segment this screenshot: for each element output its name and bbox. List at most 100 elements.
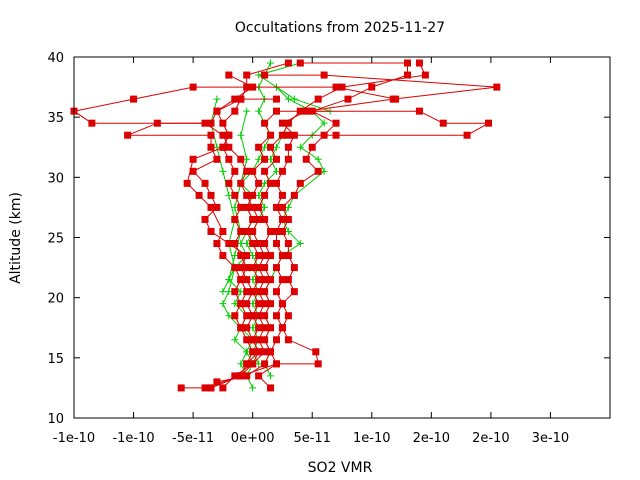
data-point — [219, 288, 227, 296]
data-point — [231, 167, 239, 175]
data-point — [243, 360, 251, 368]
data-point — [261, 143, 269, 151]
data-point — [272, 95, 280, 103]
data-point — [284, 227, 292, 235]
data-point — [243, 312, 251, 320]
data-point — [290, 288, 298, 296]
data-point — [272, 167, 280, 175]
data-point — [243, 252, 251, 260]
data-point — [463, 131, 471, 139]
data-point — [261, 191, 269, 199]
data-point — [243, 203, 251, 211]
data-point — [243, 107, 251, 115]
data-point — [284, 131, 292, 139]
x-tick-label: -1e-10 — [112, 431, 154, 446]
data-point — [243, 155, 251, 163]
data-point — [255, 143, 263, 151]
data-point — [237, 240, 245, 248]
data-point — [243, 240, 251, 248]
data-point — [278, 276, 286, 284]
data-point — [207, 143, 215, 151]
data-point — [231, 252, 239, 260]
data-point — [219, 143, 227, 151]
data-point — [255, 240, 263, 248]
data-point — [261, 348, 269, 356]
data-point — [231, 95, 239, 103]
data-point — [207, 131, 215, 139]
data-point — [225, 143, 233, 151]
data-point — [296, 143, 304, 151]
data-point — [237, 324, 245, 332]
data-point — [290, 191, 298, 199]
data-point — [278, 300, 286, 308]
data-point — [272, 288, 280, 296]
data-point — [312, 348, 320, 356]
data-point — [415, 107, 423, 115]
data-point — [237, 360, 245, 368]
data-point — [231, 240, 239, 248]
data-point — [272, 107, 280, 115]
data-point — [225, 288, 233, 296]
data-point — [255, 191, 263, 199]
data-point — [261, 203, 269, 211]
data-point — [249, 264, 257, 272]
data-point — [272, 336, 280, 344]
data-point — [225, 276, 233, 284]
data-point — [261, 336, 269, 344]
data-point — [278, 203, 286, 211]
data-point — [255, 324, 263, 332]
data-point — [255, 215, 263, 223]
data-point — [249, 191, 257, 199]
data-point — [249, 276, 257, 284]
data-point — [338, 83, 346, 91]
data-point — [219, 167, 227, 175]
data-point — [284, 215, 292, 223]
data-point — [261, 119, 269, 127]
data-point — [225, 191, 233, 199]
data-point — [320, 71, 328, 79]
series-7 — [183, 71, 257, 332]
data-point — [213, 240, 221, 248]
data-point — [255, 155, 263, 163]
data-point — [255, 179, 263, 187]
data-point — [320, 167, 328, 175]
data-point — [88, 119, 96, 127]
data-point — [237, 264, 245, 272]
x-tick-label: 2e-10 — [472, 431, 510, 446]
data-point — [231, 203, 239, 211]
data-point — [249, 384, 257, 392]
data-point — [278, 252, 286, 260]
data-point — [225, 312, 233, 320]
data-point — [249, 312, 257, 320]
data-point — [225, 71, 233, 79]
data-point — [415, 59, 423, 67]
data-point — [207, 119, 215, 127]
data-point — [225, 240, 233, 248]
data-point — [255, 360, 263, 368]
data-point — [219, 252, 227, 260]
data-point — [278, 131, 286, 139]
data-point — [213, 107, 221, 115]
data-point — [237, 155, 245, 163]
data-point — [231, 300, 239, 308]
data-point — [267, 252, 275, 260]
data-point — [421, 71, 429, 79]
data-point — [261, 288, 269, 296]
data-point — [243, 336, 251, 344]
data-point — [261, 167, 269, 175]
data-point — [278, 215, 286, 223]
y-tick-label: 40 — [47, 51, 64, 66]
data-point — [272, 312, 280, 320]
data-point — [201, 179, 209, 187]
data-point — [255, 288, 263, 296]
data-point — [249, 252, 257, 260]
data-point — [320, 119, 328, 127]
data-point — [284, 252, 292, 260]
data-point — [284, 119, 292, 127]
data-point — [267, 300, 275, 308]
data-point — [189, 167, 197, 175]
series-layer — [70, 59, 501, 392]
series-2 — [255, 71, 501, 392]
data-point — [272, 203, 280, 211]
